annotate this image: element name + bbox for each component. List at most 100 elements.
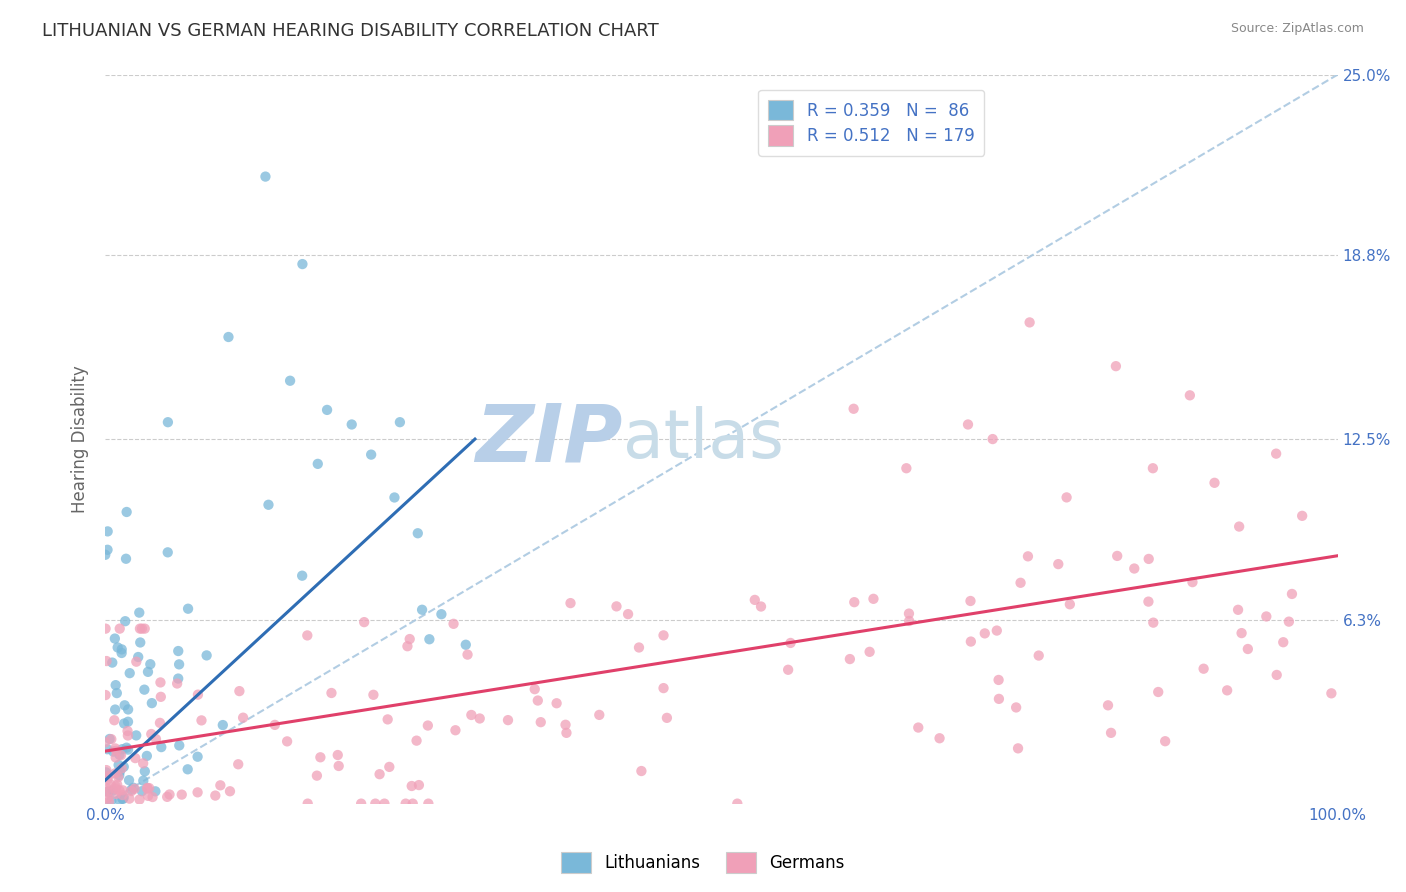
- Point: [159, 788, 181, 802]
- Point: [1281, 587, 1303, 601]
- Point: [104, 632, 127, 646]
- Point: [156, 545, 179, 559]
- Point: [156, 789, 179, 804]
- Point: [408, 778, 430, 792]
- Point: [842, 401, 865, 416]
- Legend: R = 0.359   N =  86, R = 0.512   N = 179: R = 0.359 N = 86, R = 0.512 N = 179: [758, 90, 984, 156]
- Point: [156, 415, 179, 429]
- Point: [141, 790, 163, 805]
- Point: [96, 542, 118, 557]
- Point: [98, 795, 121, 809]
- Point: [115, 505, 138, 519]
- Point: [1056, 491, 1078, 505]
- Point: [530, 715, 553, 730]
- Point: [588, 707, 610, 722]
- Point: [844, 595, 866, 609]
- Point: [115, 740, 138, 755]
- Point: [1097, 698, 1119, 713]
- Point: [443, 616, 465, 631]
- Point: [973, 626, 995, 640]
- Point: [897, 607, 920, 621]
- Point: [110, 748, 132, 763]
- Point: [104, 678, 127, 692]
- Point: [111, 646, 134, 660]
- Point: [176, 762, 198, 776]
- Point: [328, 759, 350, 773]
- Point: [124, 751, 146, 765]
- Point: [307, 457, 329, 471]
- Point: [652, 681, 675, 695]
- Point: [1105, 359, 1128, 373]
- Point: [987, 691, 1010, 706]
- Point: [276, 734, 298, 748]
- Point: [1010, 575, 1032, 590]
- Point: [204, 789, 226, 803]
- Point: [111, 742, 134, 756]
- Point: [226, 757, 249, 772]
- Point: [1227, 603, 1250, 617]
- Point: [655, 711, 678, 725]
- Point: [187, 785, 209, 799]
- Legend: Lithuanians, Germans: Lithuanians, Germans: [555, 846, 851, 880]
- Point: [405, 733, 427, 747]
- Point: [128, 606, 150, 620]
- Point: [103, 713, 125, 727]
- Point: [107, 758, 129, 772]
- Point: [560, 596, 582, 610]
- Point: [97, 524, 120, 539]
- Point: [411, 603, 433, 617]
- Point: [377, 713, 399, 727]
- Point: [1272, 635, 1295, 649]
- Point: [1216, 683, 1239, 698]
- Point: [97, 772, 120, 787]
- Point: [100, 777, 122, 791]
- Point: [454, 638, 477, 652]
- Point: [145, 784, 167, 798]
- Point: [132, 756, 155, 771]
- Point: [117, 742, 139, 756]
- Point: [114, 614, 136, 628]
- Point: [134, 764, 156, 779]
- Point: [496, 713, 519, 727]
- Point: [125, 655, 148, 669]
- Point: [373, 797, 395, 811]
- Point: [209, 778, 232, 792]
- Point: [406, 526, 429, 541]
- Point: [652, 628, 675, 642]
- Point: [149, 690, 172, 704]
- Point: [128, 792, 150, 806]
- Point: [546, 696, 568, 710]
- Point: [321, 686, 343, 700]
- Point: [104, 750, 127, 764]
- Point: [555, 726, 578, 740]
- Point: [956, 417, 979, 432]
- Point: [105, 686, 128, 700]
- Point: [121, 784, 143, 798]
- Point: [1137, 552, 1160, 566]
- Point: [340, 417, 363, 432]
- Point: [1291, 508, 1313, 523]
- Point: [104, 741, 127, 756]
- Point: [97, 784, 120, 798]
- Point: [112, 790, 135, 805]
- Point: [117, 729, 139, 743]
- Point: [1154, 734, 1177, 748]
- Point: [398, 632, 420, 646]
- Point: [1178, 388, 1201, 402]
- Point: [1142, 461, 1164, 475]
- Point: [145, 732, 167, 747]
- Point: [1204, 475, 1226, 490]
- Point: [278, 374, 301, 388]
- Point: [118, 773, 141, 788]
- Point: [211, 718, 233, 732]
- Point: [263, 718, 285, 732]
- Point: [105, 787, 128, 801]
- Point: [228, 684, 250, 698]
- Point: [364, 797, 387, 811]
- Point: [104, 780, 127, 794]
- Point: [896, 461, 918, 475]
- Point: [134, 622, 156, 636]
- Point: [96, 742, 118, 756]
- Point: [150, 740, 173, 755]
- Point: [1099, 726, 1122, 740]
